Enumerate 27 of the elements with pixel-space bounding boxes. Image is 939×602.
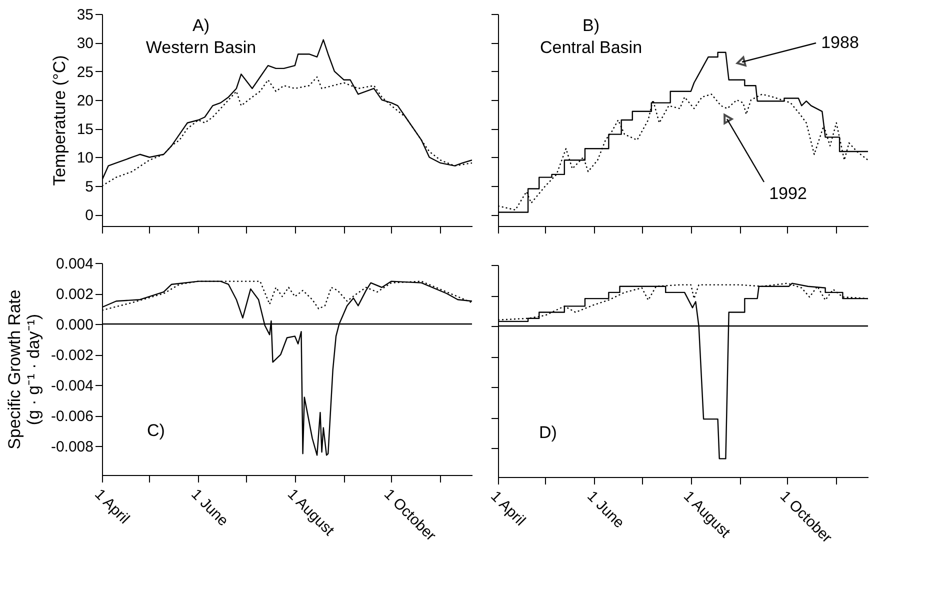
y-tick-label: 5 <box>85 178 94 196</box>
annotation: C) <box>147 421 165 440</box>
y-tick-label: 35 <box>76 6 94 24</box>
y-tick-label: 30 <box>76 35 94 52</box>
y-tick-label: -0.008 <box>50 438 94 456</box>
y-axis-title: Specific Growth Rate (g · g⁻¹ · day⁻¹) <box>4 290 43 450</box>
y-tick-label: 0 <box>85 207 94 224</box>
y-tick-label: 15 <box>76 121 94 138</box>
y-tick-label: 25 <box>76 64 94 81</box>
y-tick-label: 0.002 <box>56 286 94 304</box>
y-tick-label: 0.004 <box>56 256 94 272</box>
annotation: Central Basin <box>540 38 642 57</box>
x-tick-label: 1 April <box>487 488 529 530</box>
x-tick-label: 1 April <box>91 486 133 528</box>
annotation: B) <box>582 16 600 35</box>
annotation: 1988 <box>821 33 859 52</box>
y-tick-label: -0.006 <box>50 408 94 426</box>
y-axis-title: Temperature (°C) <box>50 55 69 186</box>
y-tick-label: -0.004 <box>50 378 94 395</box>
annotation: 1992 <box>769 184 807 203</box>
y-tick-label: -0.002 <box>50 347 94 364</box>
annotation: A) <box>192 16 210 35</box>
y-tick-label: 0.000 <box>56 316 94 334</box>
annotation: Western Basin <box>146 38 256 57</box>
y-tick-label: 10 <box>76 150 94 167</box>
annotation: D) <box>539 423 557 442</box>
y-tick-label: 20 <box>76 92 94 110</box>
